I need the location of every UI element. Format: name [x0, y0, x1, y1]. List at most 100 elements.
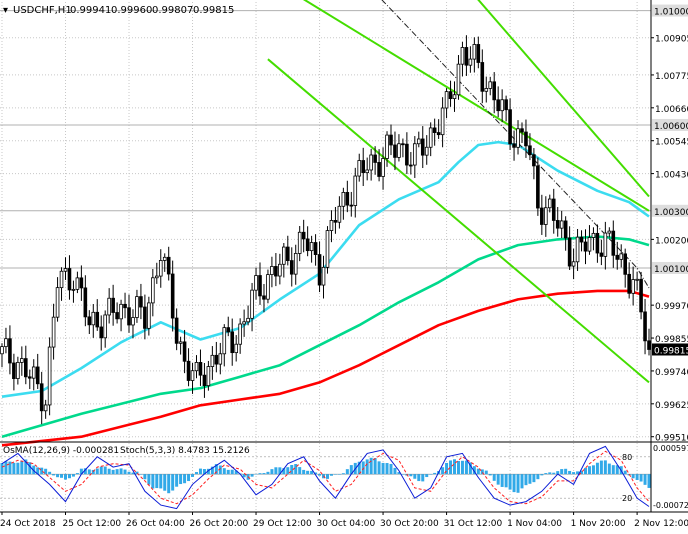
candle-body-3	[12, 362, 16, 379]
candle-57	[226, 316, 231, 337]
candle-79	[313, 234, 318, 266]
candle-body-16	[63, 268, 68, 272]
osma-bar-154	[611, 465, 615, 475]
candle-138	[547, 194, 552, 213]
candle-49	[194, 355, 199, 379]
candle-5	[20, 346, 24, 376]
osma-bar-116	[460, 460, 464, 475]
osma-bar-93	[369, 457, 373, 475]
candle-body-30	[119, 303, 123, 320]
osma-bar-67	[266, 471, 270, 475]
candle-154	[611, 220, 616, 268]
osma-bar-130	[516, 474, 520, 493]
osma-bar-39	[155, 474, 159, 489]
candle-34	[135, 289, 139, 323]
candle-body-81	[321, 266, 326, 286]
candle-body-121	[480, 62, 485, 92]
candle-20	[79, 265, 84, 301]
candle-body-130	[516, 128, 520, 148]
osma-bar-56	[222, 468, 226, 475]
moving-average-line-0	[1, 289, 650, 447]
x-tick-label-8: 1 Nov 04:00	[507, 519, 562, 529]
candle-body-17	[67, 268, 72, 291]
osma-bar-159	[631, 474, 635, 479]
candle-24	[95, 299, 100, 331]
candle-body-90	[357, 160, 362, 177]
candle-56	[222, 324, 227, 367]
candle-23	[91, 304, 96, 338]
osma-bar-150	[595, 462, 599, 475]
candle-77	[305, 226, 310, 257]
osma-bar-142	[564, 468, 568, 475]
candle-body-84	[333, 220, 338, 223]
candle-40	[158, 249, 163, 288]
candle-body-118	[468, 58, 473, 66]
osma-bar-14	[56, 474, 60, 478]
candle-108	[428, 122, 433, 157]
osma-bar-119	[472, 466, 476, 475]
ohlc-high: 0.99960	[111, 5, 152, 16]
candle-body-115	[456, 63, 461, 96]
candle-body-20	[79, 277, 84, 289]
candle-body-49	[194, 362, 199, 372]
x-tick-label-5: 30 Oct 04:00	[317, 519, 376, 529]
candle-body-61	[242, 321, 246, 325]
candle-82	[325, 226, 330, 274]
candle-body-41	[162, 256, 167, 261]
candle-74	[293, 244, 298, 285]
candle-body-124	[492, 81, 497, 101]
candle-body-122	[484, 88, 489, 92]
candle-107	[424, 135, 429, 165]
candle-body-138	[547, 198, 552, 209]
candle-83	[329, 210, 334, 243]
candle-157	[623, 248, 627, 288]
osma-bar-46	[183, 474, 187, 484]
osma-bar-54	[214, 464, 218, 475]
osma-bar-4	[16, 462, 20, 475]
candle-105	[416, 131, 421, 148]
candle-0	[0, 343, 4, 368]
osma-bar-155	[615, 465, 619, 475]
candle-body-6	[24, 358, 28, 378]
candle-body-14	[55, 287, 60, 318]
candle-29	[115, 302, 119, 324]
oscillator-panel	[0, 441, 688, 510]
osma-bar-133	[528, 474, 532, 484]
candle-body-52	[206, 366, 211, 387]
candle-148	[587, 225, 592, 255]
osma-bar-43	[171, 474, 175, 491]
candle-body-43	[170, 273, 175, 319]
candle-body-15	[59, 270, 64, 289]
candle-91	[361, 147, 366, 187]
osma-bar-127	[504, 474, 508, 488]
osma-bar-162	[643, 474, 647, 485]
ohlc-low: 0.99807	[152, 5, 193, 16]
candle-body-21	[83, 287, 88, 318]
candle-42	[166, 246, 171, 281]
candle-11	[43, 399, 48, 419]
candle-88	[349, 191, 354, 217]
osma-bar-153	[607, 463, 611, 475]
candle-16	[63, 257, 68, 280]
candle-129	[512, 130, 516, 161]
candle-132	[524, 119, 528, 158]
candle-25	[99, 315, 104, 351]
candle-body-141	[559, 220, 564, 229]
osma-bar-58	[230, 469, 234, 475]
candle-body-11	[43, 404, 48, 412]
osma-bar-2	[8, 461, 12, 475]
osma-bar-145	[576, 471, 580, 475]
candle-19	[75, 271, 80, 294]
candle-body-132	[524, 131, 528, 147]
candle-21	[83, 275, 88, 327]
osma-bar-31	[123, 469, 127, 475]
candle-body-111	[440, 107, 445, 136]
candle-100	[397, 134, 401, 162]
candle-31	[123, 292, 127, 319]
osma-bar-57	[226, 469, 230, 475]
osma-bar-52	[206, 468, 210, 475]
osma-bar-63	[250, 474, 254, 477]
candle-body-58	[230, 331, 235, 354]
